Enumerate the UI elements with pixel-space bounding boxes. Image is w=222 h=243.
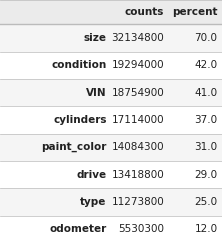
Text: 5530300: 5530300 — [118, 224, 164, 234]
Text: percent: percent — [172, 7, 218, 17]
Text: 37.0: 37.0 — [194, 115, 218, 125]
Text: 18754900: 18754900 — [111, 88, 164, 98]
Text: cylinders: cylinders — [53, 115, 107, 125]
Text: drive: drive — [76, 170, 107, 180]
Text: 13418800: 13418800 — [111, 170, 164, 180]
Text: type: type — [80, 197, 107, 207]
Bar — [0, 106, 222, 134]
Text: 25.0: 25.0 — [194, 197, 218, 207]
Text: VIN: VIN — [86, 88, 107, 98]
Text: 41.0: 41.0 — [194, 88, 218, 98]
Text: 14084300: 14084300 — [112, 142, 164, 152]
Text: 12.0: 12.0 — [194, 224, 218, 234]
Text: counts: counts — [125, 7, 164, 17]
Text: size: size — [83, 33, 107, 43]
Text: condition: condition — [51, 60, 107, 70]
Text: 11273800: 11273800 — [111, 197, 164, 207]
Text: 17114000: 17114000 — [112, 115, 164, 125]
Bar — [0, 79, 222, 106]
Bar — [0, 24, 222, 52]
Text: 31.0: 31.0 — [194, 142, 218, 152]
Bar — [0, 0, 222, 24]
Bar — [0, 161, 222, 188]
Text: paint_color: paint_color — [41, 142, 107, 152]
Text: 70.0: 70.0 — [194, 33, 218, 43]
Bar — [0, 134, 222, 161]
Text: 42.0: 42.0 — [194, 60, 218, 70]
Text: 29.0: 29.0 — [194, 170, 218, 180]
Text: 19294000: 19294000 — [112, 60, 164, 70]
Text: 32134800: 32134800 — [111, 33, 164, 43]
Bar — [0, 52, 222, 79]
Text: odometer: odometer — [49, 224, 107, 234]
Bar — [0, 188, 222, 216]
Bar — [0, 216, 222, 243]
